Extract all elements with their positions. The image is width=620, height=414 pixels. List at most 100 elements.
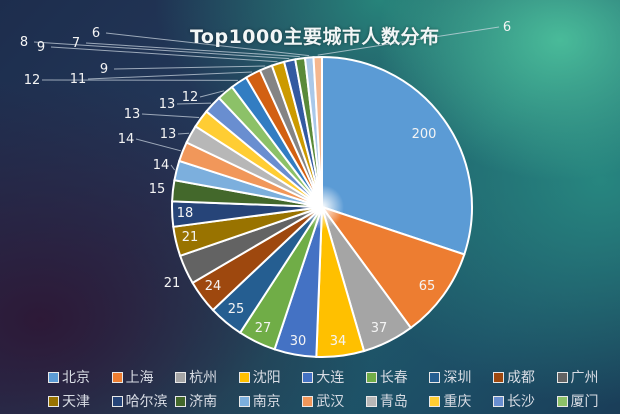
legend-swatch	[111, 395, 123, 407]
legend-item[interactable]: 哈尔滨	[111, 391, 176, 411]
legend-item[interactable]: 天津	[48, 391, 112, 411]
legend-label: 哈尔滨	[125, 394, 168, 410]
leader-line	[170, 164, 176, 171]
data-label: 9	[100, 62, 108, 77]
legend-item[interactable]: 长沙	[492, 391, 557, 411]
legend-swatch	[48, 395, 59, 407]
data-label: 6	[503, 20, 511, 35]
legend-swatch	[238, 395, 250, 407]
pie-slice-上海	[319, 205, 466, 330]
pie-slices	[171, 55, 473, 358]
data-label: 7	[72, 36, 80, 51]
data-label: 21	[182, 230, 199, 245]
legend-label: 深圳	[443, 370, 472, 386]
legend-swatch	[365, 371, 377, 383]
legend-swatch	[492, 395, 504, 407]
legend-swatch	[48, 371, 59, 383]
data-label: 25	[228, 302, 245, 317]
data-label: 30	[290, 334, 307, 349]
pie-slice-北京	[321, 55, 473, 256]
leader-line	[177, 132, 190, 135]
legend-item[interactable]: 杭州	[175, 367, 239, 387]
data-label: 27	[255, 321, 272, 336]
legend-swatch	[302, 395, 314, 407]
leader-line	[87, 71, 253, 80]
data-label: 13	[160, 127, 177, 142]
legend-item[interactable]: 沈阳	[238, 367, 303, 387]
legend-label: 南京	[252, 394, 281, 410]
leader-line	[85, 42, 300, 58]
legend-swatch	[556, 371, 568, 383]
legend-label: 杭州	[189, 370, 218, 386]
legend-label: 青岛	[379, 394, 408, 410]
legend-swatch	[429, 395, 441, 407]
legend-item[interactable]: 大连	[302, 367, 366, 387]
legend-label: 厦门	[570, 394, 599, 410]
legend-item[interactable]: 南京	[238, 391, 303, 411]
legend-label: 沈阳	[252, 370, 281, 386]
data-label: 13	[124, 107, 141, 122]
legend-item[interactable]: 深圳	[429, 367, 493, 387]
legend-label: 北京	[62, 370, 90, 386]
legend-item[interactable]: 北京	[48, 367, 112, 387]
data-label: 14	[118, 132, 135, 147]
data-label: 14	[153, 158, 170, 173]
data-label: 11	[70, 72, 87, 87]
leader-line	[176, 102, 212, 105]
legend-row: 北京 上海 杭州 沈阳 大连 长春 深圳 成都 广州	[48, 365, 620, 389]
data-label: 6	[92, 26, 100, 41]
legend-swatch	[302, 371, 314, 383]
legend-swatch	[175, 395, 187, 407]
legend-item[interactable]: 长春	[365, 367, 430, 387]
data-label: 12	[24, 73, 41, 88]
data-labels: 200 65 37 34 30 27 25 24 21 21 18 15 14 14 13 13 13 12 12 1…	[20, 20, 511, 349]
leader-line	[141, 113, 200, 118]
legend-label: 长春	[379, 370, 408, 386]
legend-swatch	[556, 395, 568, 407]
legend-item[interactable]: 广州	[556, 367, 620, 387]
leader-line	[135, 138, 181, 152]
legend-swatch	[111, 371, 123, 383]
data-label: 24	[205, 279, 222, 294]
leader-line	[105, 32, 310, 57]
data-label: 15	[149, 182, 166, 197]
data-label: 13	[159, 97, 176, 112]
legend-label: 武汉	[316, 394, 345, 410]
leader-lines	[33, 26, 500, 171]
chart-legend: 北京 上海 杭州 沈阳 大连 长春 深圳 成都 广州天津 哈尔滨 济南 南京 武汉 青岛 重庆 长沙 厦门	[48, 365, 620, 413]
leader-line	[199, 90, 225, 98]
pie-center-glow	[300, 185, 344, 229]
legend-item[interactable]: 重庆	[429, 391, 493, 411]
legend-label: 成都	[506, 370, 535, 386]
data-label: 21	[164, 276, 181, 291]
data-label: 9	[37, 40, 45, 55]
legend-label: 广州	[570, 370, 599, 386]
legend-label: 大连	[316, 370, 345, 386]
legend-swatch	[429, 371, 441, 383]
legend-item[interactable]: 济南	[175, 391, 239, 411]
legend-item[interactable]: 武汉	[302, 391, 366, 411]
legend-swatch	[492, 371, 504, 383]
legend-item[interactable]: 厦门	[556, 391, 620, 411]
data-label: 18	[177, 206, 194, 221]
legend-label: 长沙	[506, 394, 535, 410]
pie-slice-25	[312, 55, 323, 208]
data-label: 200	[412, 127, 437, 142]
leader-line	[317, 26, 500, 56]
legend-item[interactable]: 青岛	[365, 391, 430, 411]
leader-line	[113, 65, 266, 70]
legend-label: 重庆	[443, 394, 472, 410]
data-label: 65	[419, 279, 436, 294]
leader-line	[33, 41, 290, 60]
legend-item[interactable]: 成都	[492, 367, 557, 387]
data-label: 12	[182, 90, 199, 105]
data-label: 37	[371, 321, 388, 336]
leader-line	[50, 46, 278, 63]
legend-label: 济南	[189, 394, 218, 410]
data-label: 8	[20, 35, 28, 50]
legend-row: 天津 哈尔滨 济南 南京 武汉 青岛 重庆 长沙 厦门	[48, 389, 620, 413]
data-label: 34	[330, 334, 347, 349]
legend-item[interactable]: 上海	[111, 367, 176, 387]
legend-swatch	[175, 371, 187, 383]
